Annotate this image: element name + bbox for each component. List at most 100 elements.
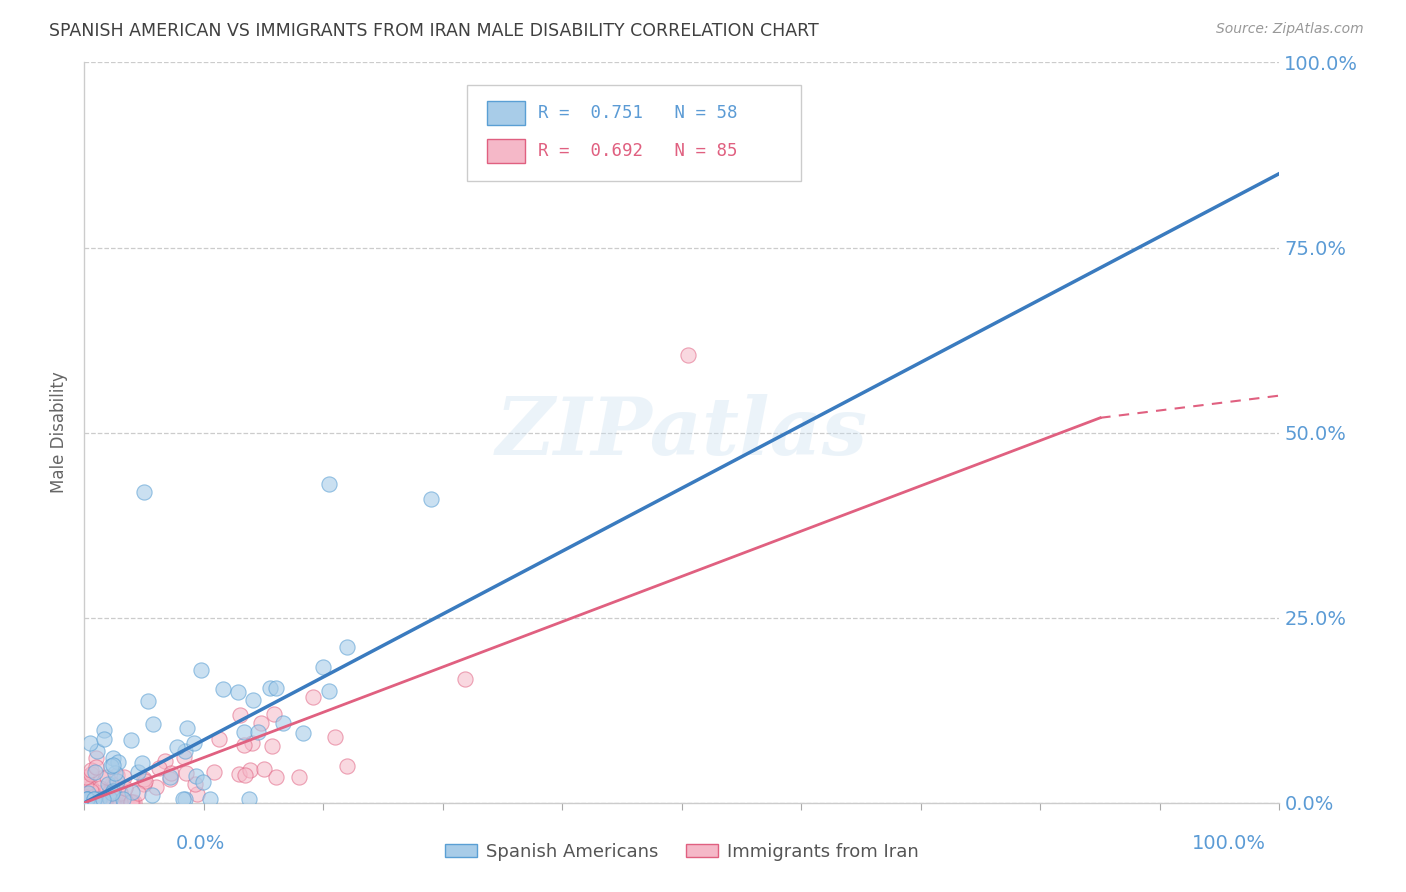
- Point: [173, 749, 195, 764]
- Point: [233, 738, 256, 752]
- Point: [87, 795, 110, 809]
- FancyBboxPatch shape: [486, 139, 526, 163]
- Point: [86, 743, 108, 757]
- Point: [83, 795, 105, 809]
- Point: [420, 492, 443, 507]
- Point: [233, 724, 256, 739]
- Point: [98, 792, 121, 806]
- Point: [264, 681, 287, 695]
- Point: [75, 795, 97, 809]
- Point: [83, 792, 105, 806]
- Point: [84, 795, 107, 809]
- Point: [75, 776, 97, 790]
- Point: [84, 760, 107, 774]
- Point: [97, 795, 120, 809]
- Point: [120, 732, 142, 747]
- Point: [83, 791, 105, 805]
- Point: [76, 795, 98, 809]
- Point: [75, 795, 97, 809]
- Point: [239, 763, 262, 777]
- Point: [318, 684, 340, 698]
- Point: [82, 790, 104, 805]
- FancyBboxPatch shape: [486, 101, 526, 125]
- Point: [97, 777, 120, 791]
- Point: [76, 792, 98, 806]
- Point: [247, 724, 270, 739]
- Point: [121, 795, 143, 809]
- Point: [100, 759, 122, 773]
- Point: [105, 768, 128, 782]
- Point: [292, 725, 315, 739]
- Point: [79, 736, 101, 750]
- Text: R =  0.692   N = 85: R = 0.692 N = 85: [538, 143, 738, 161]
- Point: [259, 681, 281, 695]
- Point: [174, 766, 197, 780]
- Point: [132, 777, 155, 791]
- Point: [75, 790, 97, 805]
- Point: [263, 707, 285, 722]
- Point: [101, 757, 124, 772]
- Point: [453, 672, 475, 686]
- Point: [186, 769, 208, 783]
- Point: [83, 795, 105, 809]
- Point: [202, 765, 225, 780]
- Point: [198, 792, 221, 806]
- Point: [87, 795, 110, 809]
- Point: [250, 715, 273, 730]
- Point: [142, 717, 165, 731]
- Point: [97, 785, 120, 799]
- Point: [83, 792, 105, 806]
- Point: [160, 766, 183, 780]
- Point: [212, 681, 235, 696]
- Point: [208, 731, 231, 746]
- Point: [183, 736, 205, 750]
- Point: [80, 764, 103, 778]
- Point: [76, 786, 98, 800]
- Point: [153, 754, 176, 768]
- Point: [103, 795, 125, 809]
- Point: [159, 772, 181, 786]
- Text: 0.0%: 0.0%: [176, 834, 225, 853]
- Text: ZIPatlas: ZIPatlas: [496, 394, 868, 471]
- Point: [108, 786, 131, 800]
- Point: [93, 792, 115, 806]
- Point: [75, 780, 97, 794]
- Point: [80, 792, 103, 806]
- Point: [76, 792, 98, 806]
- Point: [84, 751, 107, 765]
- Point: [100, 777, 122, 791]
- Point: [141, 788, 163, 802]
- Point: [93, 723, 115, 738]
- Point: [110, 795, 132, 809]
- Point: [312, 659, 335, 673]
- Point: [80, 784, 103, 798]
- Point: [82, 786, 104, 800]
- Point: [253, 763, 276, 777]
- Point: [240, 736, 263, 750]
- Point: [76, 792, 98, 806]
- FancyBboxPatch shape: [467, 85, 801, 181]
- Point: [159, 770, 181, 784]
- Point: [96, 783, 118, 797]
- Point: [104, 788, 127, 802]
- Point: [108, 785, 131, 799]
- Point: [101, 795, 124, 809]
- Point: [80, 780, 103, 795]
- Point: [77, 795, 100, 809]
- Point: [233, 768, 256, 782]
- Point: [127, 786, 149, 800]
- Point: [104, 766, 127, 780]
- Point: [108, 795, 131, 809]
- Point: [260, 739, 283, 753]
- Y-axis label: Male Disability: Male Disability: [51, 372, 69, 493]
- Point: [325, 730, 347, 744]
- Point: [166, 739, 188, 754]
- Text: SPANISH AMERICAN VS IMMIGRANTS FROM IRAN MALE DISABILITY CORRELATION CHART: SPANISH AMERICAN VS IMMIGRANTS FROM IRAN…: [49, 22, 818, 40]
- Point: [120, 795, 142, 809]
- Point: [127, 764, 149, 779]
- Point: [148, 761, 170, 775]
- Point: [100, 786, 122, 800]
- Point: [96, 771, 118, 785]
- Point: [121, 785, 143, 799]
- Point: [145, 780, 167, 795]
